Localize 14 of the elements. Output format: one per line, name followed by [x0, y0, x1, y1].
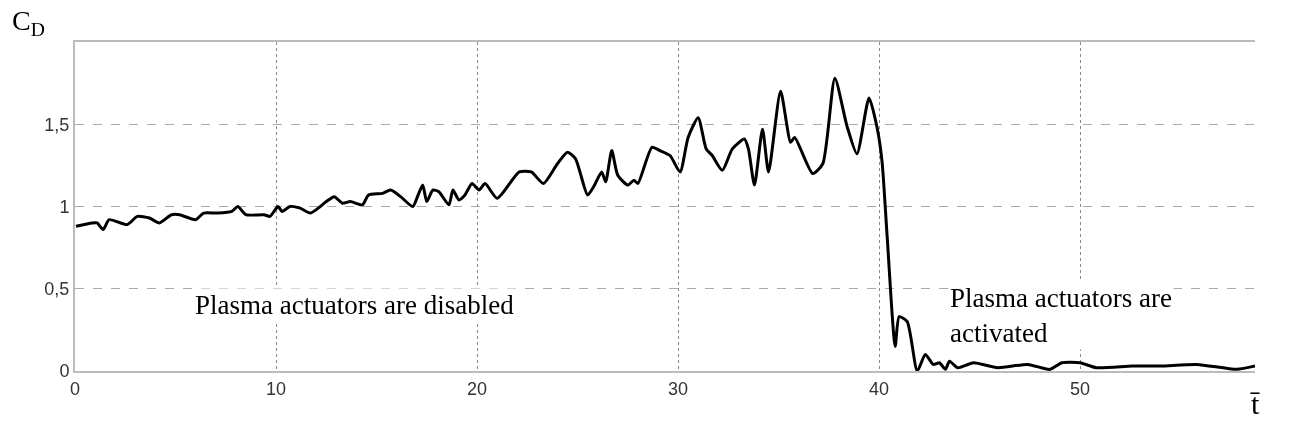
line-series [75, 76, 1255, 371]
y-tick-label: 1 [59, 196, 70, 217]
y-tick-label: 0,5 [44, 279, 70, 300]
x-tick-label: 10 [266, 378, 287, 399]
x-tick-label: 50 [1070, 378, 1091, 399]
y-tick-label: 1,5 [44, 114, 70, 135]
y-tick-label: 0 [59, 361, 70, 382]
x-tick-label: 20 [467, 378, 488, 399]
y-axis-title: C$_{D}$ [12, 5, 45, 40]
annotation: Plasma actuators are disabled [195, 290, 515, 320]
x-tick-label: 40 [869, 378, 890, 399]
x-axis-title: t̄ [1250, 387, 1260, 420]
x-tick-label: 30 [668, 378, 689, 399]
annotation: Plasma actuators are activated [950, 283, 1172, 349]
